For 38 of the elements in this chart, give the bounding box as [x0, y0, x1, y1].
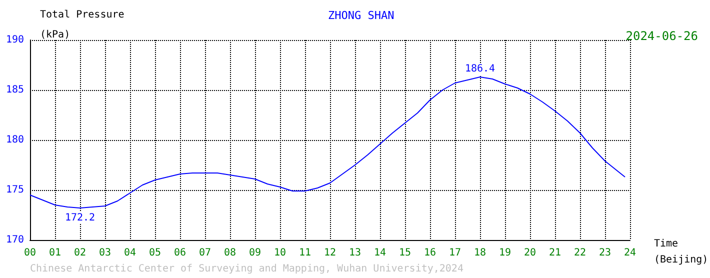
y-tick-label: 170: [6, 234, 24, 246]
y-tick-label: 190: [6, 34, 24, 46]
text: 2024-06-26: [626, 29, 698, 43]
x-tick-label: 14: [374, 248, 386, 258]
x-tick-label: 17: [448, 248, 462, 258]
x-tick-label: 03: [98, 248, 112, 258]
y-tick-label: 180: [6, 134, 24, 146]
y-axis-title: Total Pressure (kPa): [40, 10, 124, 40]
y-tick-label: 175: [6, 184, 24, 196]
x-tick-label: 10: [274, 248, 286, 258]
x-tick-label: 18: [474, 248, 486, 258]
x-tick-label: 12: [324, 248, 336, 258]
x-tick-label: 01: [48, 248, 62, 258]
x-tick-label: 16: [424, 248, 436, 258]
x-tick-label: 23: [598, 248, 612, 258]
chart-title: ZHONG SHAN: [328, 9, 394, 22]
x-tick-label: 04: [124, 248, 136, 258]
annotation: 186.4: [464, 64, 496, 74]
annotation: 172.2: [64, 212, 96, 224]
text: Chinese Antarctic Center of Surveying and Mapping, Wuhan University,2024: [30, 264, 464, 274]
x-tick-label: 06: [174, 248, 186, 258]
x-axis-title: Time (Beijing): [654, 238, 708, 266]
x-tick-label: 00: [24, 248, 36, 258]
x-tick-label: 08: [224, 248, 236, 258]
x-tick-label: 22: [574, 248, 586, 258]
line-series: [30, 76, 626, 208]
x-tick-label: 21: [548, 248, 562, 258]
x-tick-label: 02: [74, 248, 86, 258]
x-tick-label: 05: [148, 248, 162, 258]
y-tick-label: 185: [6, 84, 24, 96]
x-tick-label: 20: [524, 248, 536, 258]
x-tick-label: 19: [498, 248, 512, 258]
x-tick-label: 15: [398, 248, 412, 258]
x-tick-label: 13: [348, 248, 362, 258]
x-tick-label: 11: [298, 248, 312, 258]
x-tick-label: 09: [248, 248, 262, 258]
x-tick-label: 07: [198, 248, 212, 258]
x-tick-label: 24: [624, 248, 636, 258]
